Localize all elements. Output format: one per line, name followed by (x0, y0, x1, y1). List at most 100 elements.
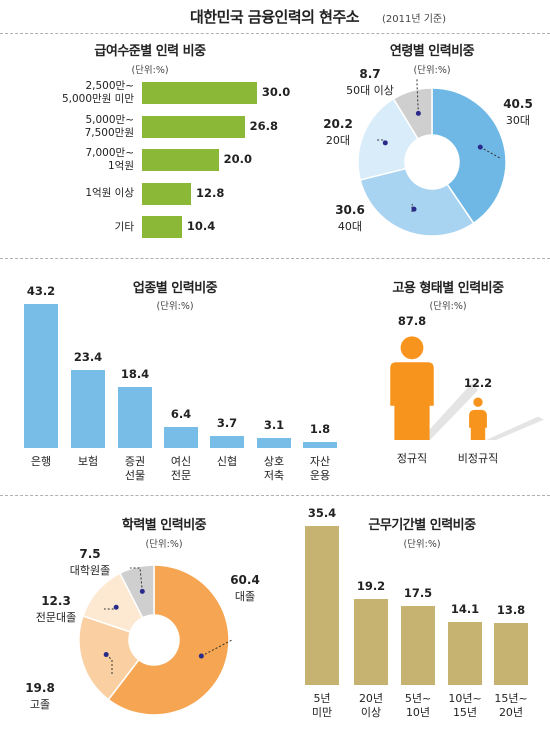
age-leader-line (416, 78, 419, 114)
age-leader-dot (411, 206, 417, 212)
industry-value-label: 43.2 (26, 284, 56, 299)
education-chart-title: 학력별 인력비중 (121, 518, 207, 533)
salary-category-label: 기타 (114, 220, 134, 233)
edu-slice-label-category: 대졸 (234, 590, 256, 603)
industry-chart-title: 업종별 인력비중 (132, 281, 218, 296)
industry-value-label: 23.4 (73, 350, 103, 365)
age-chart-unit: (단위:%) (413, 65, 451, 76)
header: 대한민국 금융인력의 현주소 (2011년 기준) (0, 0, 550, 36)
age-slice-label: 8.7 50대 이상 (346, 66, 394, 99)
age-slice-label-value: 20.2 (323, 117, 353, 131)
employment-category-label: 정규직 (396, 452, 428, 465)
edu-slice-label-category: 고졸 (29, 698, 51, 711)
edu-slice (118, 564, 155, 619)
industry-bar (257, 437, 291, 448)
industry-bar (71, 370, 105, 448)
age-slice (392, 87, 433, 140)
age-slice-label-category: 30대 (505, 114, 531, 127)
age-slice-label-value: 8.7 (359, 67, 381, 81)
tenure-chart-unit: (단위:%) (403, 539, 441, 550)
employment-person-shadow (420, 383, 478, 440)
employment-value-label: 87.8 (397, 314, 427, 329)
edu-slice-label: 60.4 대졸 (230, 572, 260, 605)
salary-chart-title: 급여수준별 인력 비중 (94, 44, 206, 59)
salary-value-label: 30.0 (261, 85, 291, 99)
industry-chart-unit: (단위:%) (156, 301, 194, 312)
edu-leader-line (105, 654, 113, 674)
page-subtitle: (2011년 기준) (382, 14, 447, 25)
employment-person-body (469, 409, 487, 440)
industry-category-label: 여신 전문 (170, 455, 192, 482)
edu-slice-label: 12.3 전문대졸 (36, 593, 76, 626)
salary-bar (142, 216, 182, 238)
tenure-value-label: 17.5 (403, 586, 433, 601)
industry-value-label: 3.1 (263, 417, 285, 432)
header-divider (0, 33, 550, 34)
row-divider-1 (0, 258, 550, 259)
age-slice-label-category: 40대 (337, 220, 363, 233)
tenure-category-label: 10년~ 15년 (448, 692, 482, 719)
employment-chart-unit: (단위:%) (429, 301, 467, 312)
age-slice (431, 87, 507, 225)
salary-value-label: 12.8 (196, 185, 225, 200)
edu-slice-label-value: 7.5 (79, 547, 101, 561)
salary-category-label: 7,000만~ 1억원 (85, 147, 134, 172)
tenure-value-label: 35.4 (307, 505, 337, 520)
tenure-bar (305, 525, 339, 685)
age-slice (357, 97, 419, 181)
tenure-bar (354, 598, 388, 685)
page-title: 대한민국 금융인력의 현주소 (190, 8, 360, 26)
age-leader-dot (477, 144, 483, 150)
tenure-category-label: 15년~ 20년 (494, 692, 528, 719)
tenure-value-label: 13.8 (496, 602, 526, 617)
industry-bar (164, 426, 198, 448)
industry-category-label: 자산 운용 (309, 455, 331, 482)
edu-slice-label-value: 19.8 (25, 681, 55, 695)
edu-slice-label-value: 60.4 (230, 573, 260, 587)
edu-slice-label: 7.5 대학원졸 (70, 546, 110, 579)
age-slice-label: 30.6 40대 (335, 202, 365, 235)
industry-category-label: 증권 선물 (124, 455, 146, 482)
edu-leader-dot (113, 604, 119, 610)
industry-category-label: 보험 (77, 455, 99, 468)
salary-category-label: 5,000만~ 7,500만원 (84, 113, 134, 139)
salary-value-label: 20.0 (223, 152, 252, 166)
tenure-bar (494, 622, 528, 685)
tenure-category-label: 5년~ 10년 (404, 692, 432, 719)
industry-bar (118, 386, 152, 448)
industry-bar (210, 435, 244, 448)
edu-leader-dot (198, 653, 204, 659)
employment-category-label: 비정규직 (457, 452, 499, 465)
age-chart-title: 연령별 인력비중 (389, 44, 475, 59)
edu-leader-dot (139, 588, 145, 594)
industry-bar (24, 304, 58, 448)
age-slice-label: 40.5 30대 (503, 96, 533, 129)
employment-person-shadow (486, 416, 544, 440)
edu-slice (107, 564, 230, 716)
employment-chart-title: 고용 형태별 인력비중 (392, 281, 504, 296)
salary-bar (142, 182, 192, 205)
salary-category-label: 2,500만~ 5,000만원 미만 (61, 80, 134, 105)
row-divider-2 (0, 495, 550, 496)
edu-slice-label-value: 12.3 (41, 594, 71, 608)
tenure-value-label: 14.1 (450, 601, 480, 616)
edu-slice-label: 19.8 고졸 (25, 680, 55, 713)
industry-category-label: 상호 저축 (263, 455, 285, 482)
tenure-value-label: 19.2 (356, 578, 386, 593)
salary-bar (142, 115, 245, 138)
edu-slice-label-category: 전문대졸 (35, 611, 77, 624)
age-leader-dot (382, 140, 388, 146)
employment-person-head (473, 397, 483, 407)
tenure-chart-title: 근무기간별 인력비중 (368, 518, 476, 533)
industry-bar (303, 442, 337, 448)
industry-category-label: 은행 (30, 455, 52, 468)
education-chart-unit: (단위:%) (145, 539, 183, 550)
edu-leader-dot (103, 652, 109, 658)
industry-value-label: 3.7 (216, 415, 238, 430)
employment-value-label: 12.2 (463, 375, 493, 390)
salary-bar (142, 82, 257, 104)
age-slice-label-category: 50대 이상 (346, 84, 394, 97)
tenure-bar (401, 606, 435, 685)
age-slice-label: 20.2 20대 (323, 116, 353, 149)
